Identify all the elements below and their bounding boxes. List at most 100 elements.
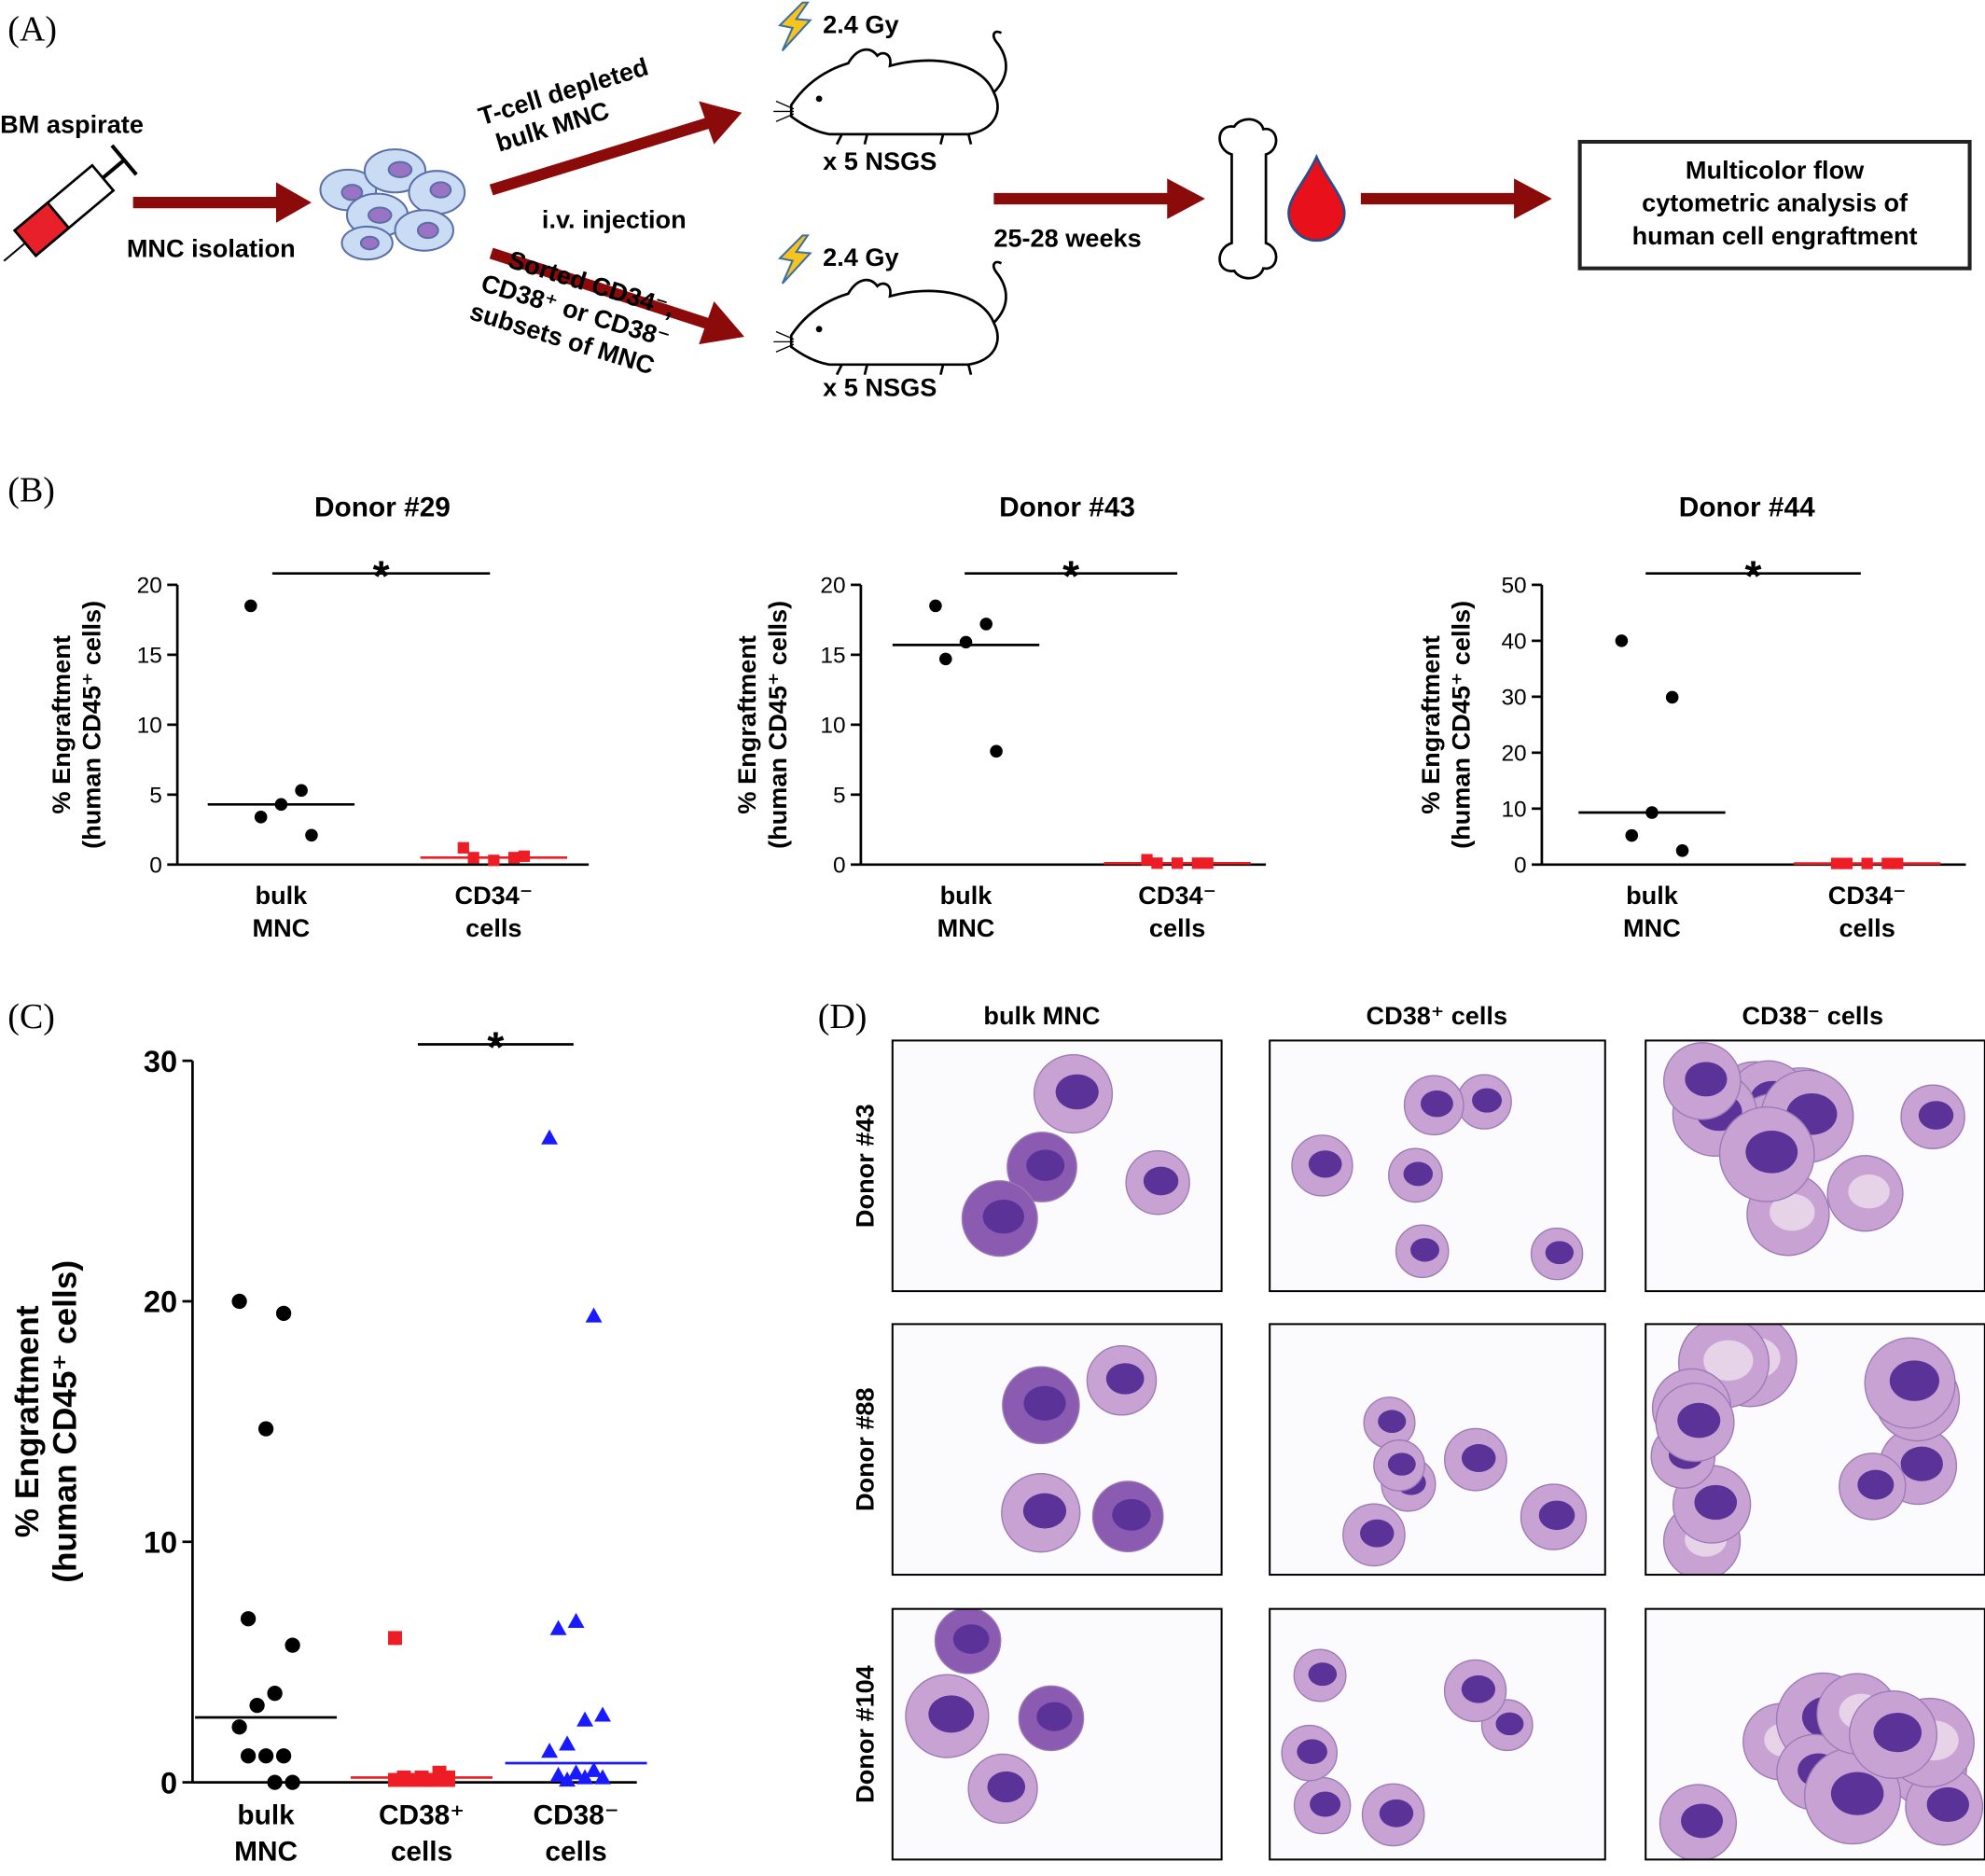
x-tick-label: bulk MNC — [234, 1799, 298, 1867]
data-point — [231, 1293, 247, 1310]
data-point — [576, 1711, 594, 1727]
nucleus — [1297, 1739, 1327, 1765]
x-tick-label: bulk MNC — [937, 882, 995, 943]
data-point — [585, 1307, 603, 1323]
data-point — [396, 1772, 411, 1787]
y-axis-label: (human CD45⁺ cells) — [76, 601, 105, 849]
chart-title: Donor #29 — [314, 493, 451, 523]
panel-label: (C) — [7, 997, 55, 1036]
panel-label: (A) — [7, 9, 57, 49]
duration-label: 25-28 weeks — [993, 224, 1141, 253]
y-tick-label: 0 — [833, 854, 846, 879]
data-point — [254, 811, 268, 824]
nucleus — [1472, 1088, 1503, 1113]
nucleus — [1926, 1786, 1970, 1823]
x-tick-label-box: CD38⁻ cells — [534, 1799, 619, 1867]
data-point — [267, 1774, 283, 1790]
nucleus — [1143, 1166, 1179, 1196]
data-point — [1615, 634, 1629, 647]
data-point — [285, 1637, 300, 1653]
x-tick-label-box: CD34⁻ cells — [1138, 882, 1216, 943]
analysis-box — [1577, 139, 1972, 271]
y-tick-label: 0 — [1514, 854, 1527, 879]
chart-title: Donor #43 — [999, 493, 1135, 523]
y-axis-label: % Engraftment — [732, 635, 761, 813]
nucleus — [1403, 1161, 1434, 1187]
analysis-label: Multicolor flow — [1686, 155, 1865, 184]
data-point — [231, 1719, 247, 1735]
nucleus — [1105, 1363, 1145, 1395]
arrow — [132, 182, 312, 223]
data-point — [959, 635, 973, 649]
syringe — [3, 144, 138, 262]
x-tick-label: CD38⁺ cells — [378, 1799, 465, 1867]
nucleus — [1023, 1385, 1066, 1421]
mouse-icon — [771, 260, 1007, 377]
nucleus — [1420, 1090, 1453, 1118]
micrograph — [1001, 1345, 1164, 1553]
micrograph-frame — [891, 1607, 1223, 1861]
y-tick-label: 15 — [137, 644, 162, 669]
isolation-label: MNC isolation — [127, 233, 296, 262]
significance-label: * — [487, 1022, 504, 1071]
data-point — [275, 1305, 292, 1321]
bone-icon — [1218, 118, 1278, 280]
nucleus — [1889, 1360, 1939, 1401]
data-point — [257, 1748, 274, 1764]
nucleus — [1055, 1074, 1099, 1110]
mice-label: x 5 NSGS — [823, 373, 937, 402]
panel-label: (D) — [818, 997, 868, 1036]
micrograph-frame — [891, 1039, 1223, 1293]
micrograph — [905, 1608, 1085, 1824]
row-label: Donor #104 — [850, 1665, 879, 1803]
y-tick-label: 30 — [144, 1045, 177, 1078]
data-point — [541, 1129, 559, 1145]
data-point — [1665, 690, 1679, 704]
x-tick-label-box: bulk MNC — [234, 1799, 298, 1867]
data-point — [285, 1774, 300, 1790]
data-point — [249, 1697, 265, 1714]
data-point — [457, 841, 469, 854]
data-point — [567, 1764, 585, 1780]
nucleus — [1387, 1452, 1416, 1476]
data-point — [275, 1748, 292, 1764]
nucleus — [952, 1624, 990, 1654]
nucleus — [982, 1200, 1025, 1234]
row-label: Donor #88 — [850, 1387, 879, 1511]
nucleus — [1378, 1410, 1407, 1434]
dose-label: 2.4 Gy — [823, 243, 898, 271]
x-tick-label-box: bulk MNC — [937, 882, 995, 943]
significance-label: * — [1062, 552, 1079, 601]
column-label: CD38⁺ cells — [1367, 1001, 1508, 1030]
micrograph — [1342, 1397, 1588, 1567]
arrow — [489, 247, 745, 345]
data-point — [990, 744, 1003, 758]
micrograph — [961, 1053, 1190, 1258]
nucleus — [1745, 1130, 1798, 1174]
data-point — [423, 1772, 437, 1787]
y-tick-label: 0 — [160, 1766, 177, 1800]
nucleus — [1026, 1149, 1065, 1181]
y-tick-label: 0 — [149, 854, 162, 879]
y-tick-label: 15 — [820, 644, 845, 669]
micrograph — [1291, 1074, 1584, 1281]
arrow — [489, 101, 743, 196]
nucleus — [1112, 1498, 1151, 1531]
y-tick-label: 10 — [144, 1525, 177, 1559]
chart-title: Donor #44 — [1679, 493, 1815, 523]
radiation-icon — [779, 1, 812, 52]
cell-cluster — [319, 148, 466, 261]
significance-label: * — [373, 552, 390, 601]
data-point — [240, 1748, 257, 1764]
micrograph-frame — [1269, 1607, 1606, 1861]
y-tick-label: 20 — [137, 574, 162, 599]
data-point — [594, 1769, 612, 1785]
x-tick-label-box: CD38⁺ cells — [378, 1799, 465, 1867]
y-tick-label: 10 — [820, 714, 845, 739]
panel-label: (B) — [7, 470, 55, 509]
nucleus — [1545, 1241, 1574, 1265]
column-label: bulk MNC — [983, 1001, 1100, 1030]
nucleus — [1310, 1791, 1341, 1817]
nucleus — [1379, 1799, 1414, 1827]
